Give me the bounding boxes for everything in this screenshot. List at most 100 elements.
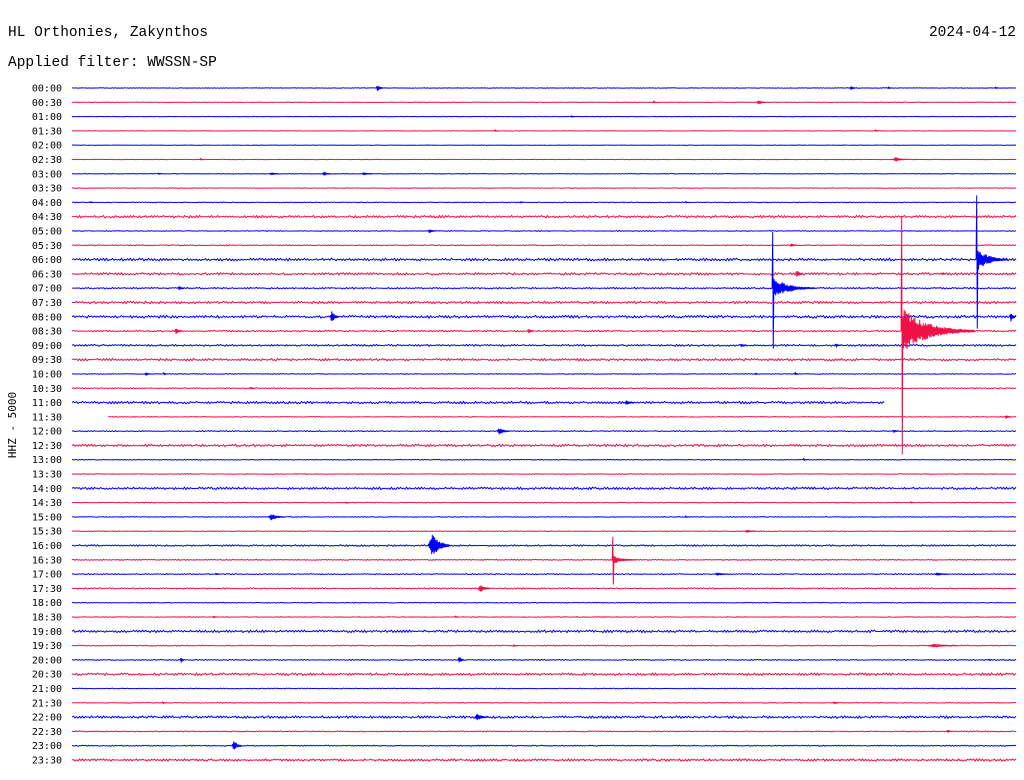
- time-label: 01:00: [32, 112, 62, 123]
- seismic-event: [344, 501, 349, 504]
- seismic-event: [527, 329, 534, 334]
- trace-line: [71, 558, 1017, 561]
- time-label: 16:00: [32, 541, 62, 552]
- time-label: 01:30: [32, 126, 62, 137]
- time-label: 23:30: [32, 756, 62, 767]
- trace-line: [71, 158, 1017, 161]
- seismic-event: [940, 272, 946, 276]
- trace-line: [71, 115, 1017, 118]
- seismic-event: [739, 343, 747, 348]
- time-label: 02:30: [32, 155, 62, 166]
- trace-line: [71, 744, 1017, 747]
- trace-line: [71, 430, 1017, 433]
- trace-line: [71, 130, 1017, 132]
- seismic-event: [714, 572, 729, 576]
- trace-line: [72, 730, 1017, 733]
- seismic-event: [946, 729, 952, 733]
- time-label: 08:00: [32, 312, 62, 323]
- seismic-event: [794, 371, 799, 376]
- seismic-event: [174, 328, 182, 334]
- seismic-event: [329, 311, 340, 321]
- event-group: [89, 85, 1017, 750]
- time-label: 07:00: [32, 284, 62, 295]
- trace-line: [71, 373, 1017, 375]
- time-label: 09:30: [32, 355, 62, 366]
- trace-line: [71, 672, 1017, 676]
- seismic-event: [975, 195, 1009, 329]
- time-label: 06:00: [32, 255, 62, 266]
- seismic-event: [1004, 415, 1012, 420]
- trace-line: [71, 587, 1017, 590]
- time-label: 20:30: [32, 670, 62, 681]
- trace-line: [71, 687, 1017, 690]
- time-label: 10:00: [32, 370, 62, 381]
- seismic-event: [427, 229, 437, 233]
- trace-line: [71, 473, 1017, 475]
- time-label: 15:30: [32, 527, 62, 538]
- seismic-event: [212, 615, 217, 619]
- trace-line: [71, 101, 1017, 104]
- time-label: 03:00: [32, 169, 62, 180]
- time-label: 17:30: [32, 584, 62, 595]
- trace-line: [71, 357, 1017, 362]
- seismic-event: [161, 701, 166, 704]
- seismic-event: [802, 457, 807, 461]
- seismic-event: [887, 86, 892, 90]
- seismic-event: [611, 536, 637, 585]
- trace-line: [71, 286, 1017, 290]
- trace-line: [71, 230, 1017, 232]
- seismic-event: [652, 100, 657, 104]
- seismic-event: [771, 231, 815, 349]
- time-label: 03:30: [32, 184, 62, 195]
- time-label: 22:00: [32, 713, 62, 724]
- seismic-event: [144, 372, 152, 376]
- time-label: 21:00: [32, 684, 62, 695]
- seismic-event: [361, 172, 373, 176]
- time-label: 04:30: [32, 212, 62, 223]
- time-label: 00:30: [32, 98, 62, 109]
- seismic-event: [179, 657, 185, 663]
- seismic-event: [900, 216, 976, 455]
- time-label: 08:30: [32, 327, 62, 338]
- seismic-event: [269, 172, 279, 176]
- trace-line: [71, 387, 1017, 390]
- time-label: 15:00: [32, 512, 62, 523]
- seismic-event: [684, 201, 689, 204]
- trace-group: [71, 87, 1017, 762]
- time-label: 20:00: [32, 655, 62, 666]
- trace-line: [71, 530, 1017, 533]
- time-label: 04:00: [32, 198, 62, 209]
- seismic-event: [512, 644, 517, 647]
- seismic-event: [267, 514, 285, 521]
- trace-line: [71, 516, 1017, 518]
- time-label: 19:30: [32, 641, 62, 652]
- trace-line: [71, 87, 1017, 89]
- seismic-event: [892, 429, 899, 433]
- time-label: 14:00: [32, 484, 62, 495]
- seismic-event: [570, 115, 575, 118]
- time-label: 00:00: [32, 84, 62, 95]
- time-label: 18:30: [32, 613, 62, 624]
- seismic-event: [157, 172, 162, 175]
- seismic-event: [457, 657, 465, 663]
- seismic-event: [494, 129, 499, 132]
- trace-line: [71, 758, 1017, 762]
- trace-line: [71, 644, 1017, 647]
- y-axis-label: HHZ - 5000: [6, 392, 19, 458]
- time-label: 13:00: [32, 455, 62, 466]
- time-label: 14:30: [32, 498, 62, 509]
- time-label: 02:00: [32, 141, 62, 152]
- trace-line: [71, 658, 1017, 661]
- trace-line: [71, 443, 1017, 448]
- time-label: 21:30: [32, 698, 62, 709]
- seismic-event: [874, 129, 879, 132]
- time-label: 16:30: [32, 555, 62, 566]
- trace-line: [71, 573, 1017, 576]
- time-label: 23:00: [32, 741, 62, 752]
- seismic-event: [987, 658, 992, 661]
- trace-line: [71, 458, 1017, 461]
- seismic-event: [249, 386, 255, 390]
- time-label: 19:00: [32, 627, 62, 638]
- chart-subtitle: Applied filter: WWSSN-SP: [8, 55, 217, 71]
